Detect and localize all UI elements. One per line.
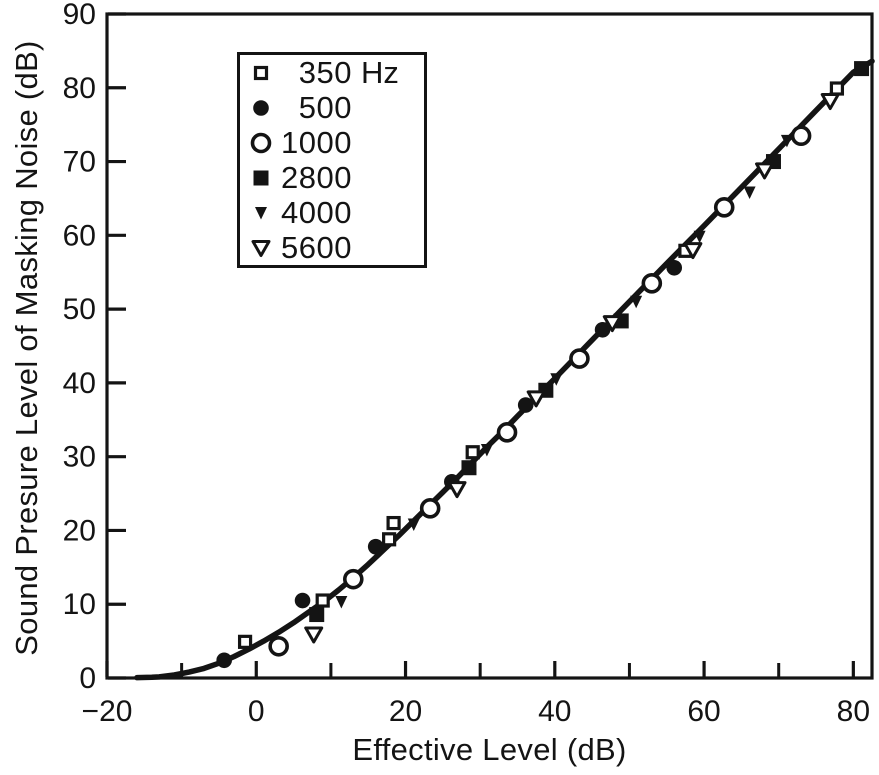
legend-label-suffix: Hz — [361, 54, 399, 90]
y-tick-label: 20 — [63, 514, 96, 547]
y-tick-label: 80 — [63, 72, 96, 105]
point-350hz — [829, 81, 845, 96]
x-axis-title: Effective Level (dB) — [352, 732, 627, 767]
point-1000 — [713, 196, 735, 218]
point-4000 — [480, 444, 493, 457]
y-tick-label: 0 — [79, 662, 96, 695]
legend-item-1000: 1000 — [240, 125, 424, 160]
legend-item-4000: 4000 — [240, 195, 424, 230]
point-2800 — [854, 61, 870, 77]
point-5600 — [526, 390, 546, 408]
point-350hz — [237, 634, 253, 649]
point-1000 — [342, 568, 364, 590]
point-500 — [216, 652, 232, 669]
y-tick-label: 60 — [63, 219, 96, 252]
point-350hz — [465, 445, 480, 460]
legend-label: 1000 — [281, 124, 352, 160]
filled-triangle-down-icon — [255, 206, 267, 219]
point-2800 — [309, 607, 325, 623]
open-circle-icon — [250, 132, 272, 153]
legend-label: 350 — [298, 54, 352, 90]
filled-square-glyph — [253, 170, 269, 185]
legend-item-5600: 5600 — [240, 230, 424, 265]
point-500 — [666, 259, 683, 276]
point-2800 — [461, 460, 477, 476]
point-5600 — [304, 626, 324, 644]
point-5600 — [447, 481, 467, 499]
series-4000 — [335, 134, 793, 609]
series-5600 — [304, 93, 840, 644]
y-tick-label: 50 — [63, 293, 96, 326]
point-4000 — [407, 518, 420, 532]
open-circle-glyph — [250, 132, 272, 153]
open-square-small-icon — [253, 65, 269, 80]
series-350hz — [237, 81, 845, 649]
open-triangle-down-icon — [251, 239, 271, 257]
x-tick-label: 60 — [687, 695, 720, 728]
legend-label: 500 — [298, 89, 352, 125]
legend-item-350hz: 350 Hz — [240, 55, 424, 90]
point-5600 — [820, 93, 840, 111]
point-4000 — [550, 373, 563, 386]
x-tick-label: −20 — [82, 695, 133, 728]
point-1000 — [569, 348, 590, 369]
point-500 — [294, 592, 311, 609]
point-1000 — [790, 125, 812, 147]
point-5600 — [602, 315, 622, 333]
legend-label: 4000 — [281, 194, 352, 230]
filled-circle-icon — [253, 99, 269, 116]
point-350hz — [315, 593, 330, 608]
filled-circle-glyph — [253, 99, 269, 116]
point-350hz — [382, 532, 397, 547]
point-1000 — [641, 272, 663, 294]
point-1000 — [268, 635, 289, 657]
point-1000 — [419, 498, 441, 519]
legend-item-500: 500 — [240, 90, 424, 125]
point-4000 — [693, 230, 706, 244]
y-axis-title: Sound Presure Level of Masking Noise (dB… — [9, 40, 44, 656]
x-tick-label: 80 — [837, 695, 870, 728]
point-350hz — [386, 515, 401, 531]
x-axis-ticks — [105, 661, 855, 677]
point-500 — [594, 321, 611, 338]
x-tick-label: 20 — [389, 695, 422, 728]
point-4000 — [780, 134, 793, 148]
point-5600 — [755, 162, 775, 180]
x-tick-label: 0 — [248, 695, 265, 728]
series-1000 — [268, 125, 812, 657]
y-axis-ticks — [108, 12, 126, 680]
x-tick-label: 40 — [538, 695, 571, 728]
point-500 — [517, 397, 534, 413]
y-tick-label: 10 — [63, 588, 96, 621]
plot-frame — [105, 12, 874, 680]
y-tick-label: 30 — [63, 441, 96, 474]
open-triangle-down-glyph — [251, 239, 271, 257]
filled-square-icon — [253, 170, 269, 185]
x-tick-labels: −20 0 20 40 60 80 — [82, 695, 870, 728]
y-tick-label: 90 — [63, 0, 96, 31]
legend-item-2800: 2800 — [240, 160, 424, 195]
point-1000 — [496, 422, 518, 443]
legend-box: 350 Hz 500 1000 2800 4000 5600 — [237, 52, 427, 268]
point-500 — [367, 538, 384, 555]
point-4000 — [743, 186, 756, 200]
point-5600 — [683, 242, 703, 260]
legend-label: 2800 — [281, 159, 352, 195]
y-tick-label: 40 — [63, 367, 96, 400]
point-4000 — [335, 596, 348, 609]
y-tick-labels: 0 10 20 30 40 50 60 70 80 90 — [63, 0, 96, 695]
y-tick-label: 70 — [63, 146, 96, 179]
open-square-small-glyph — [253, 65, 269, 80]
filled-triangle-down-glyph — [255, 206, 267, 219]
legend-label: 5600 — [281, 229, 352, 265]
point-4000 — [630, 295, 643, 309]
